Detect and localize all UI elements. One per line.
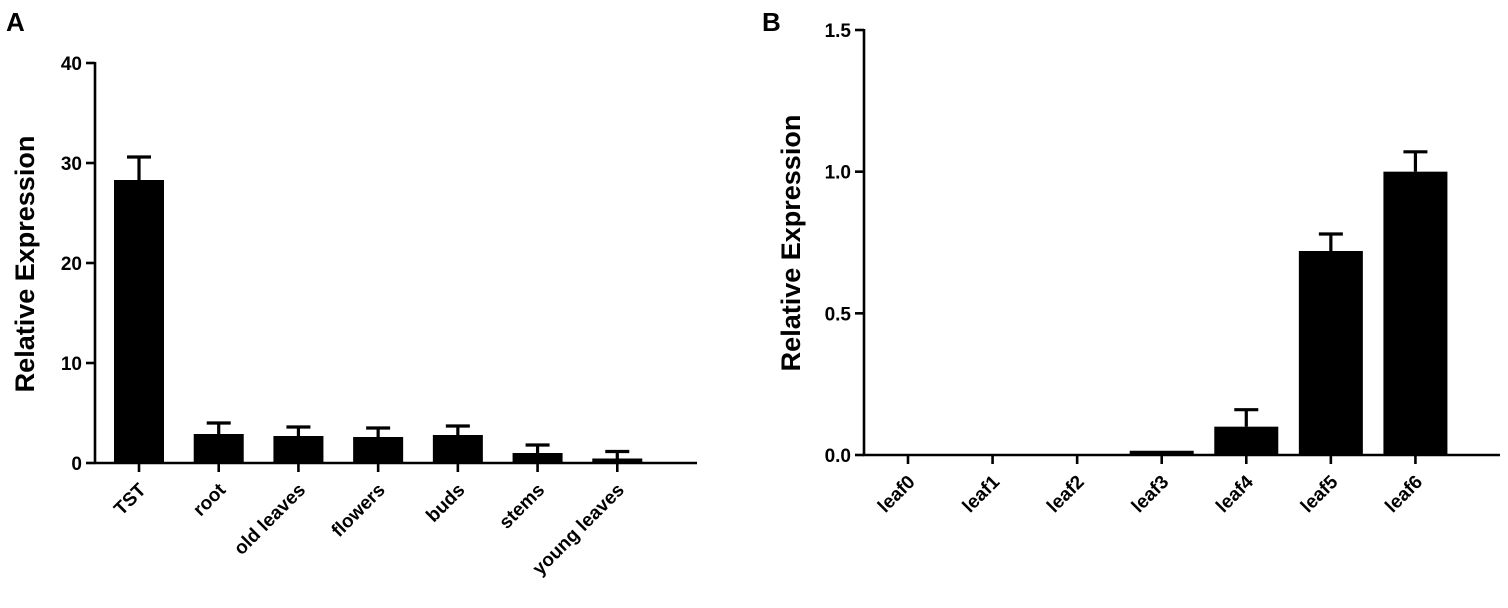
x-category-label: leaf1 — [959, 471, 1005, 517]
y-tick-label: 20 — [61, 254, 82, 275]
panel-b-y-axis-title: Relative Expression — [776, 115, 806, 372]
y-tick-label: 1.5 — [825, 21, 852, 42]
bar-leaf3 — [1129, 450, 1194, 455]
panel-a-plot-area: 0 10 20 30 40 TST root old leaves flowers buds ste… — [61, 54, 697, 580]
bar-buds — [432, 435, 483, 463]
bar-root — [193, 434, 244, 463]
panel-b-label: B — [762, 7, 781, 37]
x-category-label: TST — [110, 479, 151, 520]
bar-leaf6 — [1383, 171, 1448, 455]
y-tick-label: 0.5 — [825, 304, 852, 325]
chart-panel-b: B Relative Expression 0.0 0.5 1.0 1.5 leaf0 l… — [762, 7, 1500, 517]
chart-panel-a: A Relative Expression 0 10 20 30 40 TST root ol… — [6, 7, 697, 580]
x-category-label: leaf2 — [1043, 472, 1088, 517]
x-category-label: buds — [422, 480, 469, 527]
x-category-label: root — [189, 479, 230, 520]
bar-leaf4 — [1214, 426, 1279, 455]
panel-a-y-axis-title: Relative Expression — [10, 136, 40, 393]
bar-stems — [512, 453, 563, 463]
y-tick-label: 30 — [61, 154, 82, 175]
y-tick-label: 0.0 — [825, 446, 851, 467]
x-category-label: old leaves — [230, 480, 310, 560]
x-category-label: leaf3 — [1128, 472, 1173, 517]
bar-young-leaves — [592, 458, 643, 463]
x-category-label: leaf4 — [1212, 471, 1258, 517]
bar-old-leaves — [273, 436, 324, 463]
x-category-label: leaf5 — [1297, 471, 1343, 517]
x-category-label: stems — [495, 480, 549, 534]
x-category-label: leaf0 — [874, 472, 919, 517]
bar-flowers — [353, 437, 404, 463]
y-tick-label: 0 — [71, 454, 82, 475]
x-category-label: flowers — [328, 480, 390, 542]
bar-leaf5 — [1298, 251, 1363, 455]
y-tick-label: 40 — [61, 54, 82, 75]
panel-a-label: A — [6, 7, 25, 37]
panel-b-plot-area: 0.0 0.5 1.0 1.5 leaf0 leaf1 leaf2 leaf3 leaf4 lea… — [825, 21, 1500, 517]
bar-TST — [114, 180, 164, 463]
x-category-label: leaf6 — [1381, 472, 1426, 517]
y-tick-label: 1.0 — [825, 163, 851, 184]
y-tick-label: 10 — [61, 354, 82, 375]
